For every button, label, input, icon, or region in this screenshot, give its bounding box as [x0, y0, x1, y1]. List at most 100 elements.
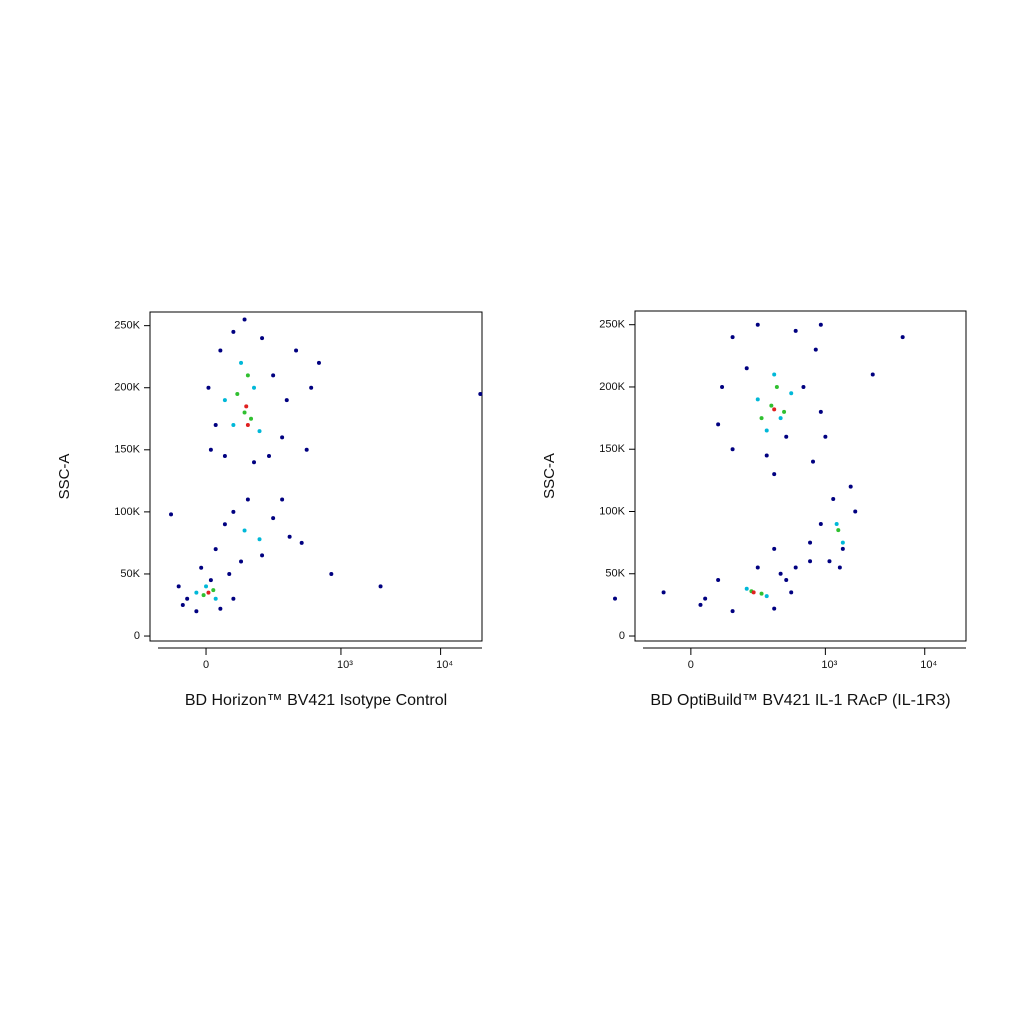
- event-dot: [808, 559, 813, 564]
- event-dot: [245, 373, 250, 378]
- y-tick-label: 250K: [599, 319, 625, 331]
- event-dot: [818, 322, 823, 327]
- event-dot: [853, 509, 858, 514]
- event-dot: [784, 434, 789, 439]
- event-dot: [257, 537, 262, 542]
- event-dot: [208, 447, 213, 452]
- x-axis-title: BD OptiBuild™ BV421 IL-1 RAcP (IL-1R3): [650, 692, 950, 709]
- event-dot: [764, 453, 769, 458]
- event-dot: [813, 347, 818, 352]
- event-dot: [329, 571, 334, 576]
- event-dot: [801, 384, 806, 389]
- event-dot: [213, 422, 218, 427]
- event-dot: [244, 404, 249, 409]
- event-dot: [778, 571, 783, 576]
- event-dot: [257, 429, 262, 434]
- event-dot: [811, 459, 816, 464]
- event-dot: [837, 565, 842, 570]
- event-dot: [231, 509, 236, 514]
- event-dot: [831, 497, 836, 502]
- event-dot: [185, 596, 190, 601]
- y-tick-label: 250K: [114, 320, 140, 332]
- event-dot: [222, 522, 227, 527]
- event-dot: [778, 416, 783, 421]
- event-dot: [242, 317, 247, 322]
- event-dot: [827, 559, 832, 564]
- event-dot: [213, 547, 218, 552]
- event-dot: [818, 521, 823, 526]
- y-tick-label: 50K: [120, 568, 140, 580]
- y-tick-label: 200K: [599, 381, 625, 393]
- event-dot: [242, 410, 247, 415]
- plot-frame: [634, 310, 967, 642]
- x-tick-label: 10³: [337, 659, 353, 671]
- event-dot: [744, 366, 749, 371]
- event-dot: [239, 559, 244, 564]
- event-dot: [222, 398, 227, 403]
- event-dot: [759, 591, 764, 596]
- event-dot: [774, 384, 779, 389]
- event-dot: [769, 403, 774, 408]
- event-dot: [231, 596, 236, 601]
- event-dot: [808, 540, 813, 545]
- event-dot: [218, 348, 223, 353]
- event-dot: [231, 329, 236, 334]
- event-dot: [194, 609, 199, 614]
- event-dot: [755, 322, 760, 327]
- x-tick-label: 0: [203, 659, 209, 671]
- event-dot: [730, 609, 735, 614]
- event-dot: [222, 454, 227, 459]
- event-dot: [613, 596, 618, 601]
- event-dot: [316, 360, 321, 365]
- event-dot: [271, 373, 276, 378]
- event-dot: [284, 398, 289, 403]
- event-dot: [271, 516, 276, 521]
- event-dot: [834, 521, 839, 526]
- event-dot: [789, 391, 794, 396]
- event-dot: [235, 391, 240, 396]
- event-dot: [204, 584, 209, 589]
- event-dot: [716, 577, 721, 582]
- y-axis-title: SSC-A: [56, 454, 73, 500]
- x-tick-label: 10⁴: [436, 659, 453, 671]
- event-dot: [840, 546, 845, 551]
- event-dot: [703, 596, 708, 601]
- event-dot: [789, 590, 794, 595]
- event-dot: [870, 372, 875, 377]
- event-dot: [199, 565, 204, 570]
- event-dot: [280, 497, 285, 502]
- event-dot: [245, 422, 250, 427]
- event-dot: [260, 553, 265, 558]
- event-dot: [206, 590, 211, 595]
- event-dot: [206, 385, 211, 390]
- event-dot: [249, 416, 254, 421]
- event-dot: [818, 409, 823, 414]
- event-dot: [755, 397, 760, 402]
- x-tick-label: 10³: [821, 659, 837, 671]
- event-dot: [218, 606, 223, 611]
- event-dot: [245, 497, 250, 502]
- event-dot: [378, 584, 383, 589]
- y-tick-label: 150K: [114, 444, 140, 456]
- event-dot: [309, 385, 314, 390]
- event-dot: [252, 385, 257, 390]
- event-dot: [208, 578, 213, 583]
- y-tick-label: 50K: [605, 568, 625, 580]
- event-dot: [213, 596, 218, 601]
- y-tick-label: 200K: [114, 382, 140, 394]
- y-tick-label: 100K: [599, 505, 625, 517]
- event-dot: [720, 384, 725, 389]
- event-dot: [267, 454, 272, 459]
- event-dot: [211, 588, 216, 593]
- event-dot: [299, 540, 304, 545]
- event-dot: [239, 360, 244, 365]
- event-dot: [836, 528, 841, 533]
- event-dot: [169, 512, 174, 517]
- event-dot: [176, 584, 181, 589]
- event-dot: [823, 434, 828, 439]
- y-axis-title: SSC-A: [541, 453, 558, 499]
- y-tick-label: 0: [619, 630, 625, 642]
- event-dot: [784, 577, 789, 582]
- event-dot: [231, 422, 236, 427]
